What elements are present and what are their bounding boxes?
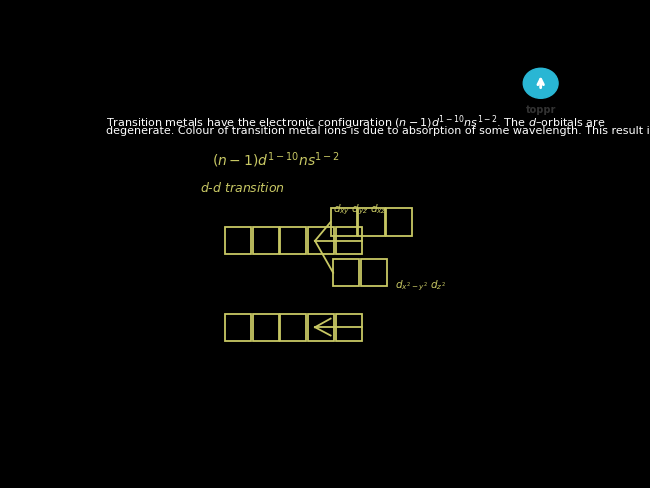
Bar [225,227,251,254]
Text: degenerate. Colour of transition metal ions is due to absorption of some wavelen: degenerate. Colour of transition metal i… [107,126,650,136]
Bar [308,227,334,254]
Bar [252,314,279,341]
Bar [280,227,306,254]
Bar [252,227,279,254]
Text: $(n-1)d^{1-10}ns^{1-2}$: $(n-1)d^{1-10}ns^{1-2}$ [212,151,341,170]
Text: $d_{xy}$ $d_{yz}$ $d_{xz}$: $d_{xy}$ $d_{yz}$ $d_{xz}$ [333,203,387,217]
Bar [331,208,357,236]
Bar [335,314,362,341]
Text: $d$-$d$ transition: $d$-$d$ transition [200,181,285,195]
Bar [308,314,334,341]
Bar [386,208,412,236]
Text: Transition metals have the electronic configuration $(n-1)d^{1-10}ns^{1-2}$. The: Transition metals have the electronic co… [107,113,606,132]
Bar [361,259,387,286]
Bar [333,259,359,286]
Bar [225,314,251,341]
Bar [280,314,306,341]
Text: $d_{x^2-y^2}$ $d_{z^2}$: $d_{x^2-y^2}$ $d_{z^2}$ [395,278,445,293]
Bar [358,208,385,236]
Bar [335,227,362,254]
